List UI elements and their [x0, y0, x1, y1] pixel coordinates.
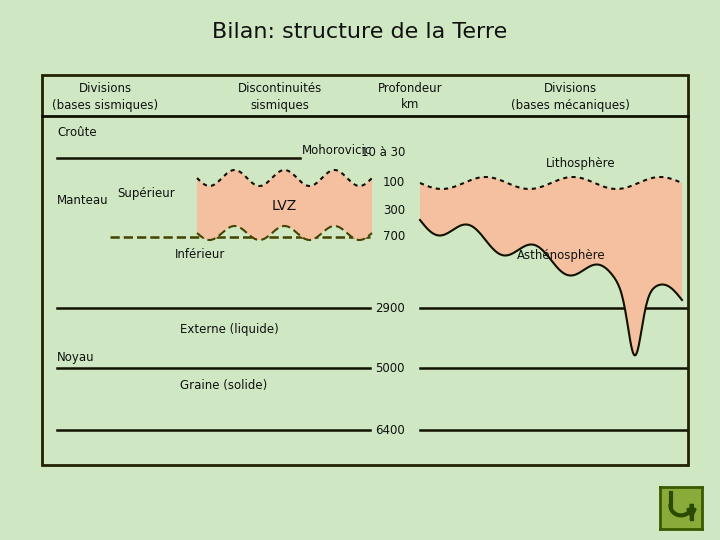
Text: 100: 100 [383, 177, 405, 190]
Text: Graine (solide): Graine (solide) [180, 379, 267, 392]
Text: Manteau: Manteau [57, 193, 109, 206]
Text: Inférieur: Inférieur [175, 248, 225, 261]
Text: 5000: 5000 [376, 361, 405, 375]
Text: 6400: 6400 [375, 423, 405, 436]
Text: Asthénosphère: Asthénosphère [517, 248, 606, 261]
Text: 700: 700 [383, 231, 405, 244]
Text: 10 à 30: 10 à 30 [361, 146, 405, 159]
Text: Croûte: Croûte [57, 126, 96, 139]
Text: Supérieur: Supérieur [117, 186, 175, 199]
Polygon shape [197, 170, 372, 240]
Text: Noyau: Noyau [57, 352, 94, 365]
Text: 300: 300 [383, 204, 405, 217]
Text: Profondeur
km: Profondeur km [378, 83, 442, 111]
Text: Mohorovicic: Mohorovicic [302, 144, 372, 157]
Text: Lithosphère: Lithosphère [546, 157, 616, 170]
Text: Bilan: structure de la Terre: Bilan: structure de la Terre [212, 22, 508, 42]
Text: Discontinuités
sismiques: Discontinuités sismiques [238, 83, 322, 111]
Text: Divisions
(bases sismiques): Divisions (bases sismiques) [52, 83, 158, 111]
Text: Externe (liquide): Externe (liquide) [180, 323, 279, 336]
Bar [42, 75, 688, 465]
Text: LVZ: LVZ [272, 199, 297, 213]
Text: 2900: 2900 [375, 301, 405, 314]
Polygon shape [420, 177, 682, 355]
Text: Divisions
(bases mécaniques): Divisions (bases mécaniques) [510, 83, 629, 111]
